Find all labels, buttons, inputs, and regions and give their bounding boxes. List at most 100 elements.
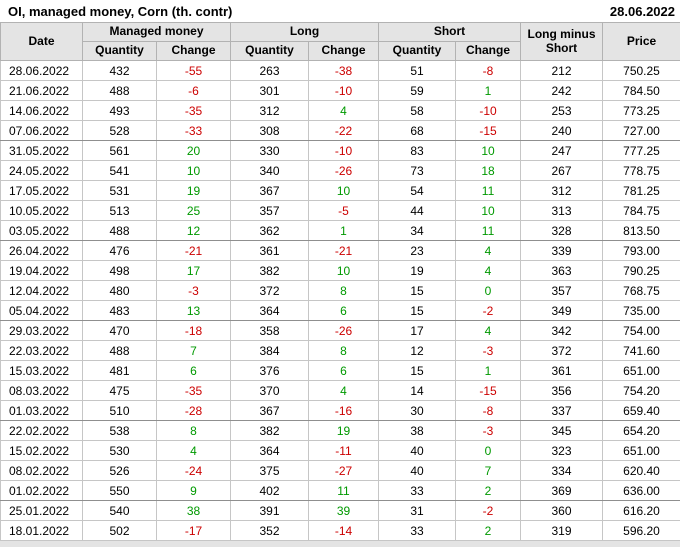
long-minus-short-cell: 356: [520, 380, 604, 401]
short-quantity-cell: 31: [378, 500, 457, 521]
date-cell: 31.05.2022: [0, 140, 83, 161]
long-minus-short-cell: 369: [520, 480, 604, 501]
mm-quantity-cell: 493: [82, 100, 157, 121]
long-minus-short-cell: 312: [520, 180, 604, 201]
mm-change-cell: 7: [156, 340, 231, 361]
table-row: 21.06.2022 488 -6 301 -10 59 1 242 784.50: [0, 80, 680, 101]
mm-change-cell: -21: [156, 240, 231, 261]
long-change-cell: 6: [307, 300, 380, 321]
short-quantity-cell: 40: [378, 460, 457, 481]
short-change-cell: 4: [455, 260, 522, 281]
long-change-cell: -5: [307, 200, 380, 221]
long-change-cell: 8: [307, 280, 380, 301]
short-quantity-cell: 17: [378, 320, 457, 341]
mm-change-cell: -24: [156, 460, 231, 481]
date-cell: 19.04.2022: [0, 260, 83, 281]
mm-change-cell: -28: [156, 400, 231, 421]
date-cell: 22.03.2022: [0, 340, 83, 361]
mm-quantity-cell: 502: [82, 520, 157, 541]
table-row: 31.05.2022 561 20 330 -10 83 10 247 777.25: [0, 140, 680, 161]
table-row: 08.03.2022 475 -35 370 4 14 -15 356 754.20: [0, 380, 680, 401]
short-change-cell: 11: [455, 180, 522, 201]
short-quantity-cell: 33: [378, 520, 457, 541]
short-change-cell: 7: [455, 460, 522, 481]
mm-change-cell: 8: [156, 420, 231, 441]
long-quantity-cell: 330: [230, 140, 309, 161]
table-row: 26.04.2022 476 -21 361 -21 23 4 339 793.00: [0, 240, 680, 261]
long-quantity-cell: 375: [230, 460, 309, 481]
short-quantity-cell: 44: [378, 200, 457, 221]
price-cell: 813.50: [602, 220, 680, 241]
date-cell: 28.06.2022: [0, 60, 83, 81]
mm-quantity-cell: 498: [82, 260, 157, 281]
oi-table: Date Managed money Long Short Long minus…: [0, 22, 680, 541]
long-quantity-cell: 367: [230, 400, 309, 421]
mm-change-cell: 17: [156, 260, 231, 281]
long-quantity-cell: 263: [230, 60, 309, 81]
short-change-cell: 10: [455, 200, 522, 221]
date-cell: 24.05.2022: [0, 160, 83, 181]
short-quantity-cell: 54: [378, 180, 457, 201]
col-header-mm-change: Change: [156, 41, 231, 61]
long-change-cell: -10: [307, 140, 380, 161]
price-cell: 654.20: [602, 420, 680, 441]
long-change-cell: 10: [307, 180, 380, 201]
short-change-cell: 1: [455, 80, 522, 101]
mm-quantity-cell: 528: [82, 120, 157, 141]
mm-quantity-cell: 432: [82, 60, 157, 81]
short-quantity-cell: 59: [378, 80, 457, 101]
price-cell: 773.25: [602, 100, 680, 121]
mm-change-cell: -35: [156, 380, 231, 401]
date-cell: 18.01.2022: [0, 520, 83, 541]
short-change-cell: -3: [455, 340, 522, 361]
report-date: 28.06.2022: [609, 3, 675, 19]
long-quantity-cell: 352: [230, 520, 309, 541]
long-change-cell: -14: [307, 520, 380, 541]
long-quantity-cell: 301: [230, 80, 309, 101]
price-cell: 651.00: [602, 360, 680, 381]
mm-quantity-cell: 476: [82, 240, 157, 261]
price-cell: 750.25: [602, 60, 680, 81]
mm-quantity-cell: 538: [82, 420, 157, 441]
table-row: 17.05.2022 531 19 367 10 54 11 312 781.25: [0, 180, 680, 201]
date-cell: 12.04.2022: [0, 280, 83, 301]
short-quantity-cell: 23: [378, 240, 457, 261]
price-cell: 778.75: [602, 160, 680, 181]
date-cell: 03.05.2022: [0, 220, 83, 241]
mm-change-cell: 20: [156, 140, 231, 161]
long-quantity-cell: 364: [230, 440, 309, 461]
short-change-cell: 0: [455, 440, 522, 461]
date-cell: 08.02.2022: [0, 460, 83, 481]
long-change-cell: 39: [307, 500, 380, 521]
table-row: 18.01.2022 502 -17 352 -14 33 2 319 596.20: [0, 520, 680, 541]
long-change-cell: 19: [307, 420, 380, 441]
short-change-cell: -3: [455, 420, 522, 441]
col-header-long-change: Change: [307, 41, 380, 61]
price-cell: 777.25: [602, 140, 680, 161]
long-minus-short-cell: 345: [520, 420, 604, 441]
date-cell: 14.06.2022: [0, 100, 83, 121]
long-minus-short-cell: 334: [520, 460, 604, 481]
long-quantity-cell: 367: [230, 180, 309, 201]
mm-change-cell: 6: [156, 360, 231, 381]
long-minus-short-cell: 337: [520, 400, 604, 421]
short-change-cell: -15: [455, 380, 522, 401]
long-quantity-cell: 361: [230, 240, 309, 261]
short-change-cell: 2: [455, 520, 522, 541]
long-change-cell: -22: [307, 120, 380, 141]
col-group-managed-money: Managed money: [82, 22, 231, 42]
mm-change-cell: 10: [156, 160, 231, 181]
long-quantity-cell: 376: [230, 360, 309, 381]
long-change-cell: -16: [307, 400, 380, 421]
price-cell: 784.75: [602, 200, 680, 221]
table-body: 28.06.2022 432 -55 263 -38 51 -8 212 750.25 21.06…: [0, 60, 680, 541]
table-row: 28.06.2022 432 -55 263 -38 51 -8 212 750.25: [0, 60, 680, 81]
long-minus-short-cell: 361: [520, 360, 604, 381]
page-title: OI, managed money, Corn (th. contr): [8, 3, 233, 19]
mm-quantity-cell: 531: [82, 180, 157, 201]
mm-change-cell: 9: [156, 480, 231, 501]
mm-change-cell: 19: [156, 180, 231, 201]
mm-quantity-cell: 480: [82, 280, 157, 301]
price-cell: 596.20: [602, 520, 680, 541]
short-quantity-cell: 15: [378, 280, 457, 301]
